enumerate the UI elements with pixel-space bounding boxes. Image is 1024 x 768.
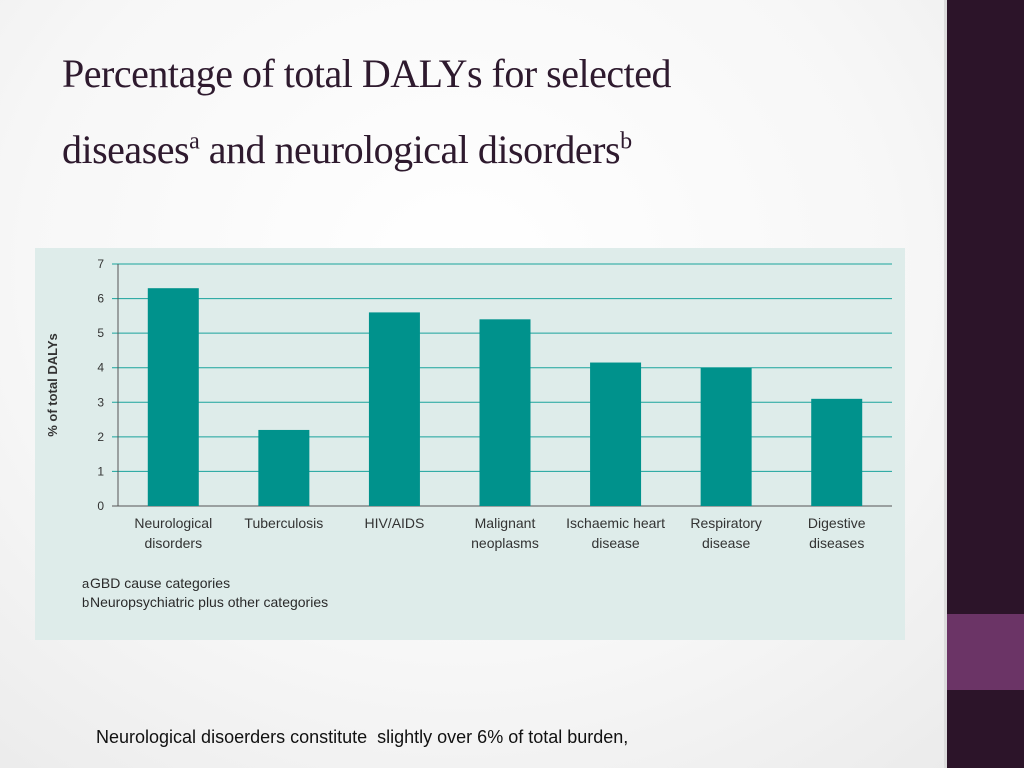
y-tick-label: 1 (97, 464, 104, 478)
slide-title: Percentage of total DALYs for selected d… (62, 36, 922, 188)
x-category-label: Malignant neoplasms (471, 515, 539, 551)
bar-5 (700, 367, 752, 506)
title-superscript-b: b (620, 128, 632, 155)
slide-caption: Neurological disoerders constitute sligh… (96, 727, 629, 747)
footnote-b-mark: b (82, 595, 90, 610)
bar-3 (479, 319, 531, 506)
y-axis-title: % of total DALYs (45, 333, 60, 437)
bar-chart: 0 1 2 3 4 5 6 7 % of total DALYs Neurological diso… (45, 257, 892, 551)
chart-panel: 0 1 2 3 4 5 6 7 % of total DALYs Neurological diso… (35, 248, 905, 640)
y-tick-label: 7 (97, 257, 104, 271)
y-tick-label: 2 (97, 430, 104, 444)
x-category-label: HIV/AIDS (364, 515, 424, 531)
y-tick-label: 4 (97, 361, 104, 375)
x-category-label: Neurological disorders (134, 515, 212, 551)
footnote-a-mark: a (82, 576, 90, 591)
chart-footnotes: a GBD cause categories b Neuropsychiatri… (82, 574, 328, 612)
title-line-2: diseasesa and neurological disordersb (62, 112, 922, 188)
sidebar-edge (944, 0, 947, 768)
y-tick-label: 0 (97, 499, 104, 513)
bar-1 (258, 429, 310, 506)
x-category-label: Tuberculosis (244, 515, 323, 531)
title-superscript-a: a (189, 128, 200, 155)
y-tick-label: 5 (97, 326, 104, 340)
x-category-label: Digestive diseases (808, 515, 866, 551)
footnote-a-text: GBD cause categories (90, 575, 231, 591)
bar-6 (811, 398, 863, 506)
footnote-b-text: Neuropsychiatric plus other categories (90, 594, 329, 610)
title-neurological: and neurological disorders (199, 127, 621, 172)
bar-4 (590, 362, 642, 506)
x-category-label: Ischaemic heart disease (566, 515, 665, 551)
title-diseases: diseases (62, 127, 190, 172)
y-tick-label: 6 (97, 292, 104, 306)
footnote-b: b Neuropsychiatric plus other categories (82, 593, 328, 612)
footnote-a: a GBD cause categories (82, 574, 328, 593)
slide-sidebar-accent (947, 614, 1024, 690)
title-line-1: Percentage of total DALYs for selected (62, 51, 671, 96)
bar-0 (147, 288, 199, 506)
x-category-label: Respiratory disease (690, 515, 762, 551)
y-tick-label: 3 (97, 395, 104, 409)
bar-2 (368, 312, 420, 506)
